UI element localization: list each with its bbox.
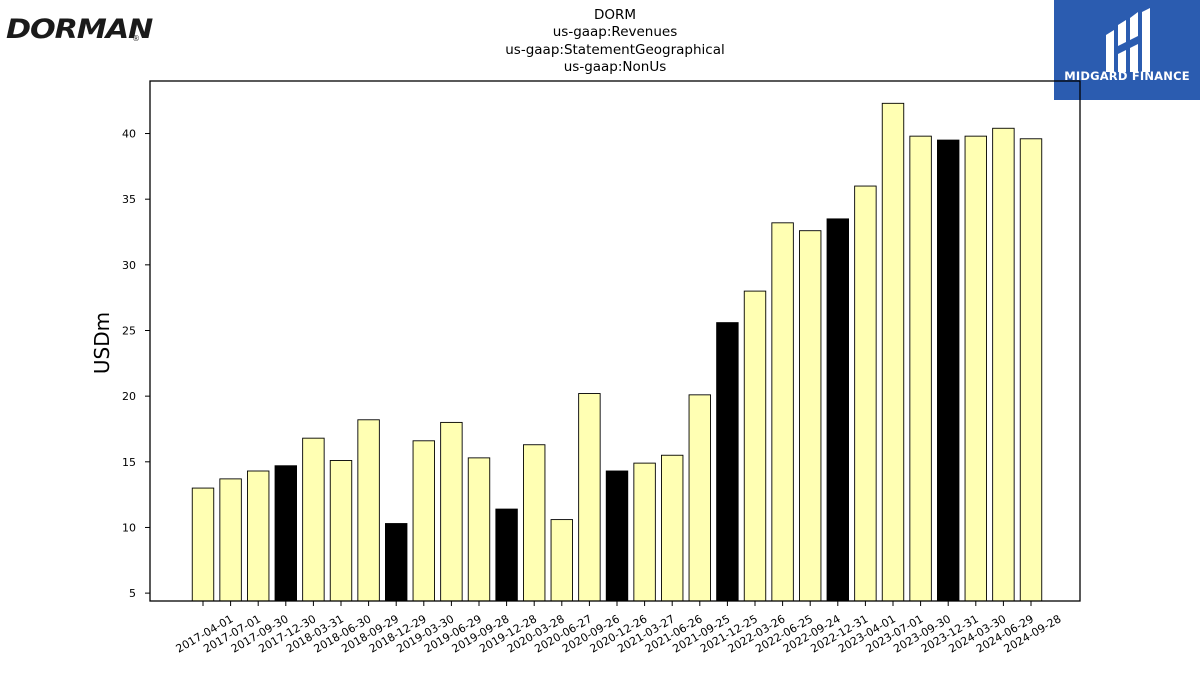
bar bbox=[743, 290, 767, 602]
bar bbox=[799, 230, 822, 602]
bar bbox=[329, 460, 353, 602]
y-axis-label: USDm bbox=[90, 312, 114, 374]
bar bbox=[633, 462, 656, 602]
chart-title-line: us-gaap:Revenues bbox=[552, 24, 678, 41]
bar bbox=[246, 470, 270, 602]
y-tick-label: 10 bbox=[122, 521, 136, 534]
chart-title-line: us-gaap:NonUs bbox=[563, 58, 667, 75]
bar bbox=[467, 457, 491, 602]
midgard-finance-logo: MIDGARD FINANCE bbox=[1054, 0, 1200, 100]
bar bbox=[854, 185, 877, 602]
bar bbox=[605, 470, 629, 602]
bar bbox=[881, 102, 905, 602]
chart-title-line: us-gaap:StatementGeographical bbox=[505, 41, 725, 58]
y-tick-label: 35 bbox=[122, 193, 136, 206]
bar bbox=[937, 139, 960, 602]
midgard-emblem-icon bbox=[1106, 8, 1150, 72]
midgard-finance-text: MIDGARD FINANCE bbox=[1064, 69, 1190, 83]
bar bbox=[274, 465, 297, 602]
registered-mark: ® bbox=[132, 34, 140, 43]
dorman-logo: DORMAN ® bbox=[4, 10, 153, 46]
bar bbox=[992, 127, 1015, 602]
bar bbox=[191, 487, 215, 602]
bar bbox=[909, 135, 932, 602]
bar bbox=[385, 523, 408, 602]
bar bbox=[495, 508, 518, 602]
y-tick-label: 25 bbox=[122, 324, 136, 337]
bar bbox=[964, 135, 987, 602]
y-tick-label: 20 bbox=[122, 390, 136, 403]
dorman-logo-text: DORMAN bbox=[6, 14, 153, 45]
y-axis: 5 10 15 20 25 30 35 40 bbox=[122, 128, 150, 600]
x-axis: 2017-04-012017-07-012017-09-302017-12-30… bbox=[174, 601, 1064, 656]
bar bbox=[440, 421, 463, 602]
bar bbox=[716, 322, 739, 602]
bar bbox=[412, 440, 435, 602]
bar bbox=[661, 454, 684, 602]
y-tick-label: 15 bbox=[122, 456, 136, 469]
bars-layer bbox=[191, 102, 1043, 602]
bar bbox=[688, 394, 711, 602]
bar bbox=[219, 478, 242, 602]
y-tick-label: 40 bbox=[122, 128, 136, 141]
plot-frame bbox=[149, 80, 1081, 602]
y-tick-label: 5 bbox=[129, 587, 136, 600]
bar bbox=[523, 444, 546, 602]
bar bbox=[771, 222, 794, 602]
chart-title: DORM us-gaap:Revenues us-gaap:StatementG… bbox=[400, 7, 830, 76]
bar bbox=[357, 419, 380, 602]
bar bbox=[578, 393, 601, 602]
bar bbox=[1019, 138, 1043, 602]
bar bbox=[826, 218, 849, 602]
bar bbox=[550, 519, 573, 602]
y-tick-label: 30 bbox=[122, 259, 136, 272]
bar bbox=[302, 437, 325, 602]
chart-title-line: DORM bbox=[593, 7, 637, 23]
